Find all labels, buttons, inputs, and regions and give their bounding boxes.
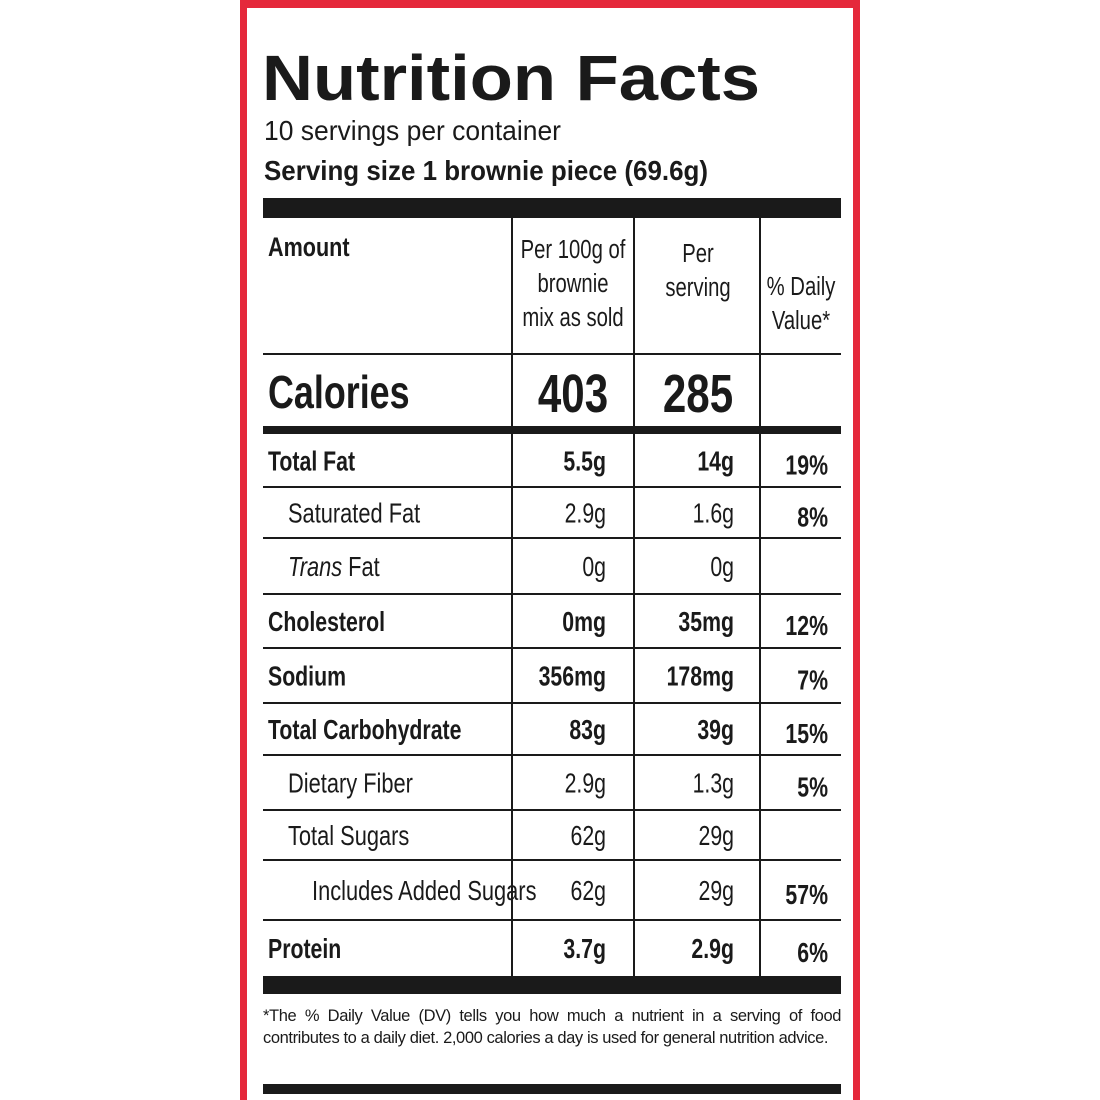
column-header: Amount <box>268 233 350 263</box>
title: Nutrition Facts <box>262 42 760 114</box>
row-label: Protein <box>268 933 341 965</box>
daily-value: 6% <box>797 937 828 969</box>
row-label: Saturated Fat <box>288 498 420 529</box>
column-header: Per 100g of <box>521 235 626 264</box>
per-100g-value: 356mg <box>539 661 606 693</box>
servings: 10 servings per container <box>264 115 561 146</box>
per-serving-value: 14g <box>697 446 734 478</box>
column-header: mix as sold <box>522 303 623 332</box>
bottom-rule <box>263 1084 841 1094</box>
daily-value: 57% <box>785 879 828 911</box>
per-100g-value: 62g <box>571 875 606 907</box>
per-100g-value: 0mg <box>562 606 606 638</box>
daily-value: 15% <box>785 718 828 750</box>
medium-rule <box>263 426 841 434</box>
per-serving-value: 2.9g <box>691 933 734 965</box>
row-label: Sodium <box>268 661 346 693</box>
row-label-italic: Trans <box>288 551 343 582</box>
per-100g-value: 3.7g <box>563 933 606 965</box>
column-header: brownie <box>538 269 609 298</box>
calories-label: Calories <box>268 367 410 418</box>
per-100g-value: 2.9g <box>565 498 606 530</box>
per-serving-value: 1.3g <box>693 768 734 800</box>
daily-value: 7% <box>797 665 828 697</box>
per-serving-value: 178mg <box>667 661 734 693</box>
per-serving-value: 1.6g <box>693 498 734 530</box>
daily-value: 19% <box>785 450 828 482</box>
column-header: Value* <box>772 306 830 335</box>
per-serving-value: 29g <box>699 820 734 852</box>
column-header: Per <box>682 239 714 268</box>
per-serving-value: 0g <box>710 551 734 583</box>
row-label: Dietary Fiber <box>288 768 413 799</box>
calories-per-100g: 403 <box>538 364 608 424</box>
calories-per-serving: 285 <box>663 364 733 424</box>
daily-value: 5% <box>797 772 828 804</box>
per-serving-value: 35mg <box>678 606 734 638</box>
thick-rule <box>263 976 841 994</box>
column-header: % Daily <box>767 272 836 301</box>
row-label: Total Sugars <box>288 820 409 851</box>
row-label: Cholesterol <box>268 606 385 638</box>
serving-size: Serving size 1 brownie piece (69.6g) <box>264 155 708 186</box>
per-serving-value: 39g <box>697 714 734 746</box>
per-100g-value: 62g <box>571 820 606 852</box>
row-label: Includes Added Sugars <box>312 875 536 906</box>
per-100g-value: 83g <box>569 714 606 746</box>
row-label: Total Carbohydrate <box>268 714 461 746</box>
label-background <box>247 8 853 1100</box>
per-100g-value: 2.9g <box>565 768 606 800</box>
daily-value: 12% <box>785 610 828 642</box>
per-100g-value: 0g <box>582 551 606 583</box>
daily-value: 8% <box>797 502 828 534</box>
per-serving-value: 29g <box>699 875 734 907</box>
thick-rule <box>263 198 841 218</box>
per-100g-value: 5.5g <box>563 446 606 478</box>
row-label: Total Fat <box>268 446 355 478</box>
footnote: *The % Daily Value (DV) tells you how mu… <box>263 1007 841 1047</box>
column-header: serving <box>665 273 730 302</box>
row-label: Fat <box>348 551 380 582</box>
